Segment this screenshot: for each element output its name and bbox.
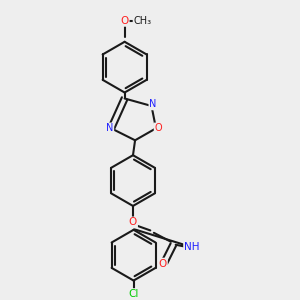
Text: O: O	[121, 16, 129, 26]
Text: O: O	[154, 123, 162, 133]
Text: N: N	[149, 100, 157, 110]
Text: N: N	[106, 123, 113, 133]
Text: O: O	[129, 218, 137, 227]
Text: O: O	[159, 259, 167, 269]
Text: NH: NH	[184, 242, 200, 252]
Text: Cl: Cl	[128, 289, 139, 299]
Text: CH₃: CH₃	[134, 16, 152, 26]
